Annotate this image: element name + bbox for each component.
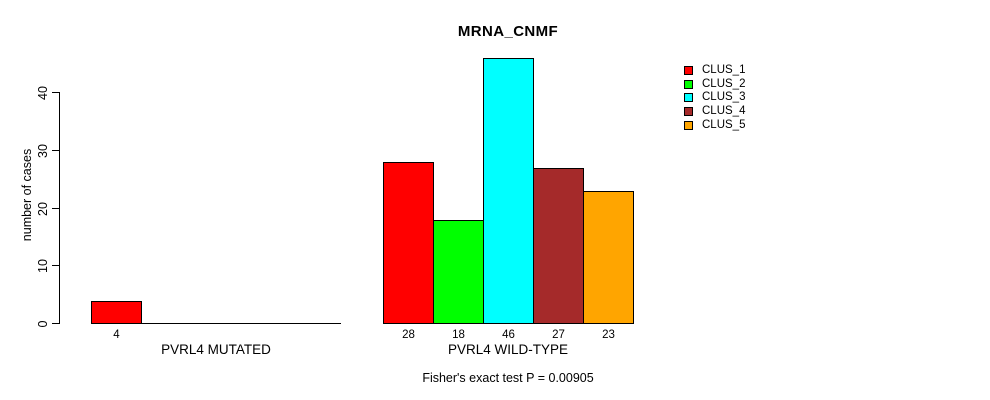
x-baseline-pvrl4-mutated xyxy=(91,323,341,324)
legend-item-label: CLUS_1 xyxy=(702,64,746,77)
legend-item: CLUS_4 xyxy=(684,105,745,119)
y-tick-label: 30 xyxy=(36,143,50,158)
y-tick-label: 0 xyxy=(36,320,50,327)
y-tick xyxy=(52,265,59,266)
bar-value-label: 28 xyxy=(402,329,415,341)
legend-swatch-clus_3 xyxy=(684,93,693,103)
legend-item-label: CLUS_4 xyxy=(702,105,746,118)
footnote-text: Fisher's exact test P = 0.00905 xyxy=(422,371,594,385)
legend-item-label: CLUS_3 xyxy=(702,91,746,104)
y-tick xyxy=(52,208,59,209)
chart-title: MRNA_CNMF xyxy=(457,23,559,40)
legend-item-label: CLUS_2 xyxy=(702,77,746,90)
group-label-pvrl4-mutated: PVRL4 MUTATED xyxy=(161,342,271,357)
y-axis-line xyxy=(59,92,60,324)
legend-swatch-clus_4 xyxy=(684,107,693,117)
legend-swatch-clus_5 xyxy=(684,120,693,130)
legend: CLUS_1 CLUS_2 CLUS_3 CLUS_4 CLUS_5 xyxy=(684,64,745,132)
legend-item: CLUS_2 xyxy=(684,78,745,92)
y-tick xyxy=(52,150,59,151)
y-tick xyxy=(52,323,59,324)
bar-value-label: 27 xyxy=(552,329,565,341)
y-tick-label: 20 xyxy=(36,201,50,216)
bar-clus_1-pvrl4-mutated xyxy=(91,301,142,324)
bar-value-label: 46 xyxy=(502,329,515,341)
bar-value-label: 18 xyxy=(452,329,465,341)
bar-clus_3-pvrl4-wild-type xyxy=(483,58,534,324)
group-label-pvrl4-wild-type: PVRL4 WILD-TYPE xyxy=(447,342,569,357)
legend-item: CLUS_1 xyxy=(684,64,745,78)
bar-clus_5-pvrl4-wild-type xyxy=(583,191,634,324)
bar-clus_2-pvrl4-wild-type xyxy=(433,220,484,324)
y-tick-label: 40 xyxy=(36,85,50,100)
bar-clus_4-pvrl4-wild-type xyxy=(533,168,584,324)
bar-clus_1-pvrl4-wild-type xyxy=(383,162,434,324)
y-tick xyxy=(52,92,59,93)
y-tick-label: 10 xyxy=(36,258,50,273)
legend-swatch-clus_1 xyxy=(684,66,693,76)
legend-item: CLUS_3 xyxy=(684,91,745,105)
legend-item-label: CLUS_5 xyxy=(702,118,746,131)
bar-value-label: 23 xyxy=(602,329,615,341)
legend-swatch-clus_2 xyxy=(684,79,693,89)
legend-item: CLUS_5 xyxy=(684,118,745,132)
bar-value-label: 4 xyxy=(113,329,120,341)
